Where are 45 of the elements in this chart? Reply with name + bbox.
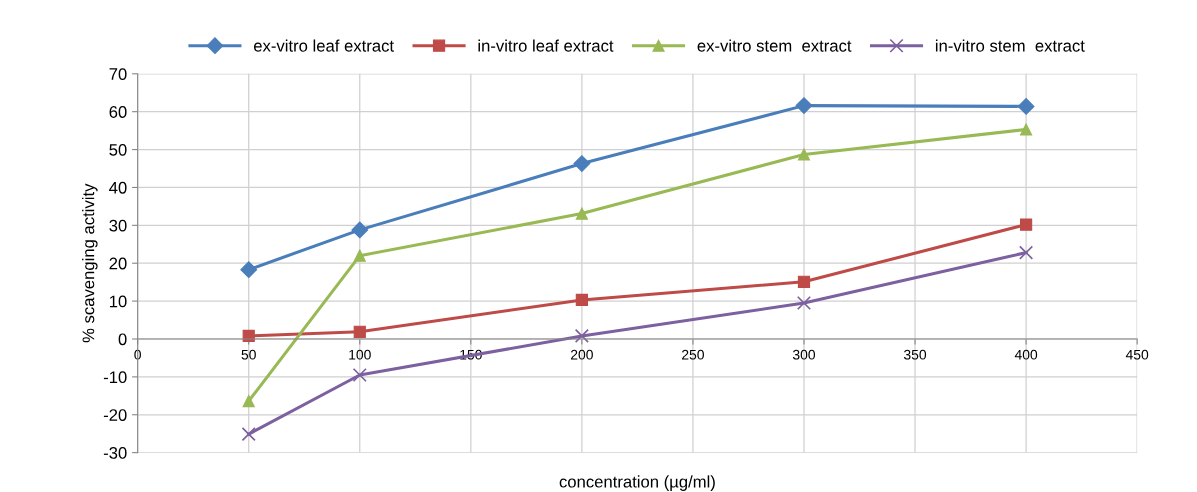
legend-label: ex-vitro stem extract bbox=[697, 39, 852, 52]
point bbox=[353, 325, 366, 338]
x-axis-title: concentration (µg/ml) bbox=[559, 475, 715, 491]
legend-label: in-vitro leaf extract bbox=[478, 39, 614, 52]
legend-label: ex-vitro leaf extract bbox=[253, 39, 394, 52]
point bbox=[242, 395, 255, 408]
point bbox=[1019, 123, 1033, 136]
y-tick-label: 40 bbox=[109, 181, 127, 194]
point bbox=[351, 221, 369, 239]
y-tick-label: 0 bbox=[118, 333, 127, 346]
legend-label: in-vitro stem extract bbox=[935, 39, 1085, 52]
x-tick-label: 100 bbox=[349, 349, 371, 360]
x-tick-label: 50 bbox=[241, 349, 256, 360]
point bbox=[1019, 218, 1033, 231]
point bbox=[797, 275, 811, 288]
x-tick-label: 400 bbox=[1014, 349, 1038, 360]
point bbox=[352, 367, 367, 383]
point bbox=[796, 295, 812, 311]
y-tick-label: 50 bbox=[109, 143, 127, 156]
point bbox=[575, 207, 588, 220]
point bbox=[241, 426, 256, 442]
x-tick-label: 350 bbox=[903, 349, 927, 360]
x-tick-label: 450 bbox=[1125, 349, 1149, 360]
point bbox=[1017, 97, 1035, 115]
point bbox=[574, 328, 589, 344]
y-tick-label: -10 bbox=[103, 371, 127, 384]
y-tick-label: 70 bbox=[109, 68, 127, 80]
y-axis-title: % scavenging activity bbox=[82, 183, 98, 343]
x-tick-label: 250 bbox=[682, 349, 704, 360]
point bbox=[353, 249, 366, 262]
y-tick-label: 60 bbox=[109, 106, 127, 118]
y-tick-label: -30 bbox=[103, 447, 127, 459]
point bbox=[573, 155, 591, 172]
point bbox=[240, 261, 258, 279]
y-tick-label: 30 bbox=[109, 219, 127, 232]
y-tick-label: -20 bbox=[103, 409, 127, 421]
x-tick-label: 300 bbox=[792, 349, 816, 360]
point bbox=[795, 97, 813, 115]
y-tick-label: 20 bbox=[109, 257, 127, 270]
point bbox=[797, 148, 811, 161]
y-tick-label: 10 bbox=[109, 295, 127, 308]
x-tick-label: 200 bbox=[570, 349, 593, 360]
point bbox=[1019, 245, 1034, 260]
point bbox=[575, 293, 588, 307]
x-tick-label: 0 bbox=[134, 349, 141, 360]
